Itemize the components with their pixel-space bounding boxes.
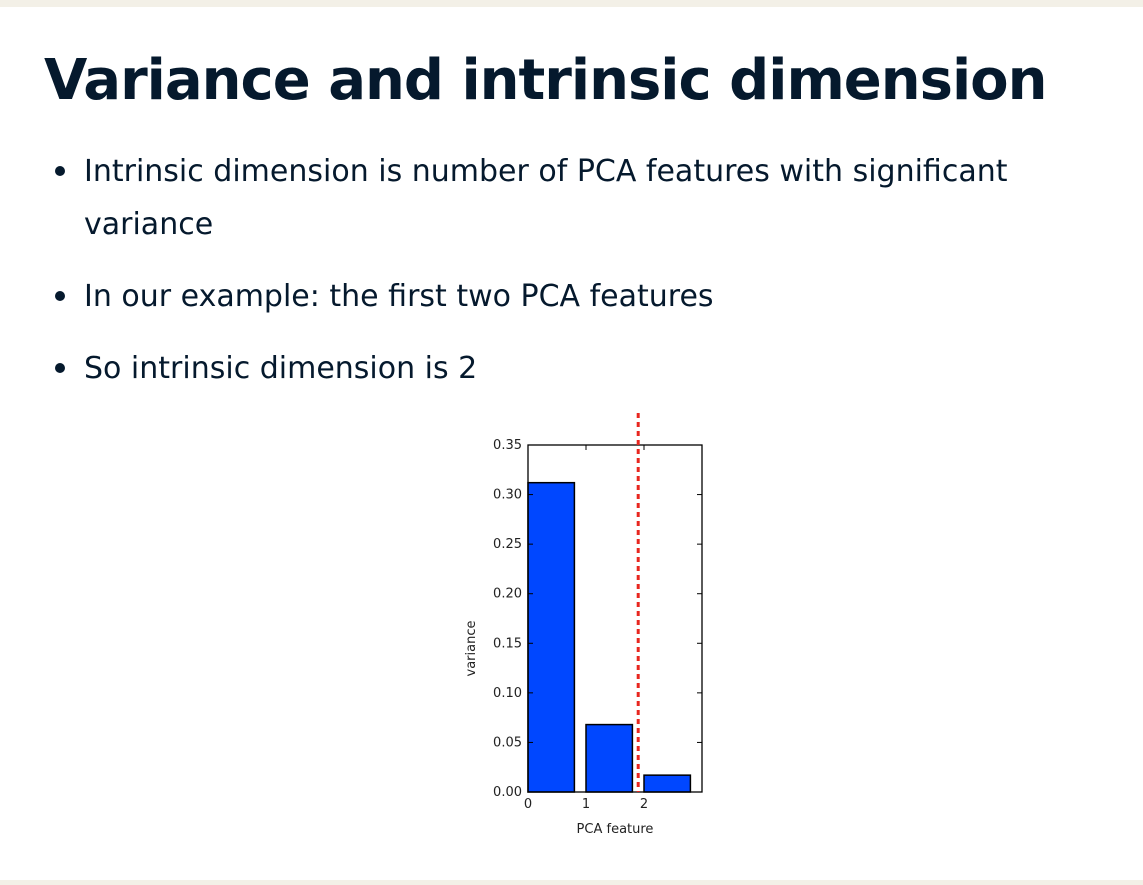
bullet-item: In our example: the first two PCA featur… [55,270,1130,323]
y-tick-label: 0.15 [493,636,522,651]
y-tick-label: 0.20 [493,587,522,602]
slide: Variance and intrinsic dimension Intrins… [0,7,1143,880]
bullet-dot-icon [55,363,65,373]
y-axis-label: variance [464,621,479,677]
variance-bar-chart: 0.00 0.05 0.10 0.15 0.20 0.25 0.30 0.35 0 1 2 PCA f… [464,413,703,837]
x-tick-label: 0 [524,797,532,812]
bar-1 [585,723,634,793]
x-tick-label: 2 [640,797,648,812]
plot-frame [527,444,703,793]
y-tick-label: 0.35 [493,438,522,453]
bullet-item: So intrinsic dimension is 2 [55,342,1130,395]
y-tick-label: 0.00 [493,785,522,800]
bar-0 [527,481,576,793]
bullet-list: Intrinsic dimension is number of PCA fea… [55,145,1130,414]
bullet-dot-icon [55,166,65,176]
y-tick-label: 0.10 [493,686,522,701]
bullet-text: Intrinsic dimension is number of PCA fea… [84,154,1008,242]
y-tick-label: 0.05 [493,735,522,750]
y-tick-label: 0.30 [493,488,522,503]
bar-2 [643,774,692,793]
x-tick-label: 1 [582,797,590,812]
slide-title: Variance and intrinsic dimension [44,48,1048,113]
bullet-text: In our example: the first two PCA featur… [84,279,714,314]
bullet-item: Intrinsic dimension is number of PCA fea… [55,145,1130,251]
x-axis-label: PCA feature [577,822,654,837]
bullet-text: So intrinsic dimension is 2 [84,351,478,386]
bullet-dot-icon [55,291,65,301]
y-tick-label: 0.25 [493,537,522,552]
